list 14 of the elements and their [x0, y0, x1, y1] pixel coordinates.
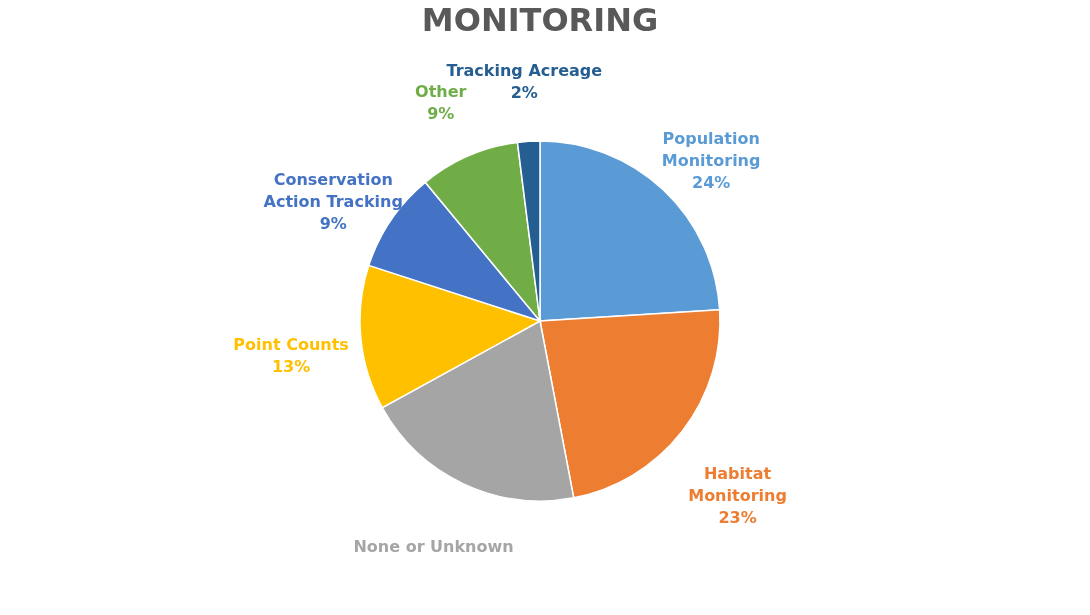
- slice-label: None or Unknown: [353, 537, 514, 557]
- slice-label: Habitat Monitoring: [688, 464, 787, 506]
- chart-title: MONITORING: [421, 1, 659, 39]
- data-label: 9%: [319, 214, 347, 234]
- data-label: 13%: [271, 356, 311, 376]
- slice-label: Conservation Action Tracking: [263, 170, 403, 212]
- slice-label: Point Counts: [233, 334, 349, 354]
- data-label: 2%: [510, 83, 538, 103]
- data-label: 23%: [718, 508, 757, 528]
- slice-label: Other: [415, 81, 467, 101]
- data-label: 9%: [427, 103, 455, 123]
- data-label: 24%: [691, 172, 731, 192]
- slice-label: Tracking Acreage: [446, 61, 603, 81]
- slice-label: Population Monitoring: [661, 128, 761, 170]
